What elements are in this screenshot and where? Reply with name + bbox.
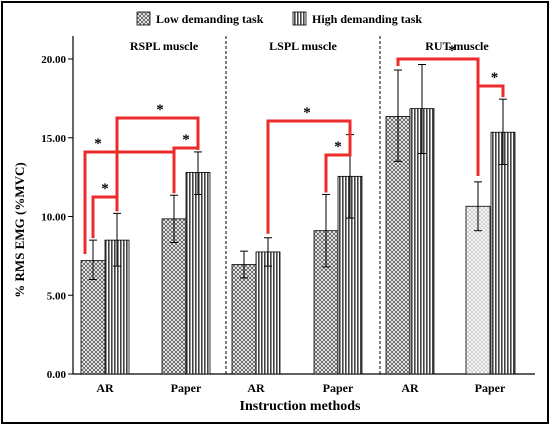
panel-title-rut: RUT muscle [425,39,489,53]
x-tick-labels: AR Paper AR Paper AR Paper [96,381,506,395]
y-tick-label: 0.00 [47,369,67,381]
x-tick-label: Paper [171,381,202,395]
legend: Low demanding task High demanding task [136,11,422,26]
legend-label-low: Low demanding task [156,12,264,26]
significance-star: * [94,136,102,152]
significance-star: * [448,43,456,59]
y-tick-label: 20.00 [41,54,66,66]
bar-high [490,131,516,375]
legend-swatch-high [292,11,307,26]
significance-bracket [324,132,352,193]
y-axis-title: % RMS EMG (%MVC) [12,162,27,297]
error-bars [89,64,507,280]
bar-low [465,205,491,375]
y-tick-label: 5.00 [47,290,67,302]
significance-brackets: * * * * * * * * [83,43,505,254]
x-tick-label: Paper [475,381,506,395]
panel-title-lspl: LSPL muscle [269,39,337,53]
significance-bracket [115,116,200,210]
significance-star: * [303,105,311,121]
bar-high [185,171,211,375]
panel-title-rspl: RSPL muscle [130,39,199,53]
x-tick-label: AR [247,381,265,395]
y-tick-label: 10.00 [41,212,66,224]
bar-high [255,251,281,375]
x-tick-label: Paper [323,381,354,395]
significance-star: * [182,132,190,148]
x-axis-title: Instruction methods [240,399,362,414]
significance-bracket [91,195,119,239]
y-ticks: 0.00 5.00 10.00 15.00 20.00 [41,54,73,381]
significance-star: * [491,70,499,86]
significance-star: * [156,102,164,118]
significance-bracket [83,150,176,254]
y-tick-label: 15.00 [41,133,66,145]
significance-star: * [334,139,342,155]
legend-swatch-low [136,11,151,26]
bars [80,108,516,375]
x-tick-label: AR [96,381,114,395]
significance-bracket [476,84,505,176]
x-tick-label: AR [401,381,419,395]
significance-star: * [101,181,109,197]
significance-bracket [266,119,352,234]
legend-label-high: High demanding task [312,12,422,26]
bar-low [231,264,257,375]
